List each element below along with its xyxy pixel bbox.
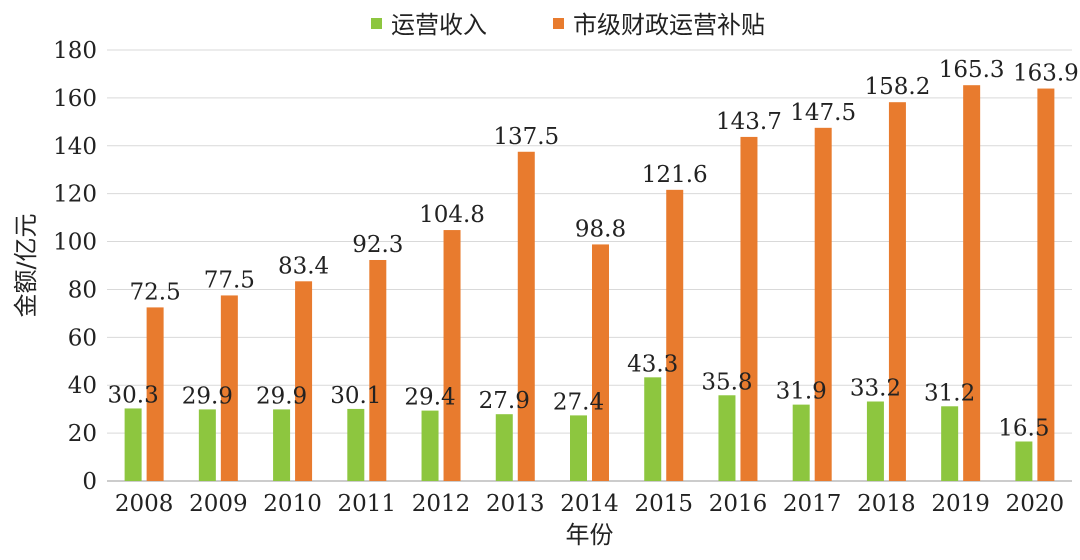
y-tick-label: 100 [53,230,97,256]
x-tick-label: 2011 [338,491,397,517]
bar-subsidy [592,244,609,481]
x-tick-label: 2008 [115,491,174,517]
data-label-revenue: 35.8 [701,369,752,395]
data-label-revenue: 27.4 [553,389,604,415]
data-label-subsidy: 143.7 [716,109,782,135]
x-tick-label: 2010 [263,491,322,517]
legend-label-subsidy: 市级财政运营补贴 [573,11,765,39]
bar-revenue [644,377,662,481]
y-tick-label: 120 [53,182,97,208]
data-label-subsidy: 165.3 [939,57,1005,83]
bar-revenue [941,406,959,481]
axes: 0 20 40 60 80 100 120 140 160 180 2008 2009 2010 2011… [53,38,1064,517]
data-label-subsidy: 158.2 [864,74,930,100]
x-tick-label: 2018 [857,491,916,517]
data-labels: 30.3 72.5 29.9 77.5 29.9 83.4 30.1 92.3 29.4 104.… [108,57,1079,441]
data-label-revenue: 31.9 [776,379,827,405]
bar-revenue [792,404,810,481]
legend-swatch-subsidy [553,18,564,29]
data-label-revenue: 33.2 [850,376,901,402]
y-tick-label: 0 [82,469,97,495]
x-tick-label: 2015 [634,491,693,517]
bar-revenue [421,410,439,481]
legend-swatch-revenue [371,18,382,29]
bar-revenue [718,395,736,481]
bar-revenue [1015,441,1033,481]
bar-revenue [273,409,291,481]
data-label-revenue: 29.9 [256,383,307,409]
bar-subsidy [443,230,461,481]
bars [124,85,1055,482]
data-label-subsidy: 104.8 [419,202,485,228]
data-label-revenue: 27.9 [479,388,530,414]
bar-revenue [347,408,365,481]
x-tick-label: 2013 [486,491,545,517]
x-tick-label: 2014 [560,491,619,517]
bar-subsidy [146,307,164,481]
data-label-subsidy: 92.3 [352,232,403,258]
x-tick-label: 2017 [783,491,842,517]
bar-subsidy [1037,88,1055,482]
data-label-revenue: 29.4 [404,385,455,411]
gridlines [107,49,1072,482]
bar-subsidy [220,295,238,481]
data-label-subsidy: 121.6 [642,162,708,188]
bar-subsidy [740,136,758,481]
bar-subsidy [517,151,535,481]
data-label-subsidy: 163.9 [1013,61,1079,87]
y-tick-label: 60 [68,325,97,351]
bar-subsidy [888,102,906,482]
bar-subsidy [666,189,684,481]
bar-revenue [124,408,142,481]
x-tick-label: 2009 [189,491,248,517]
y-tick-label: 160 [53,86,97,112]
y-tick-label: 140 [53,134,97,160]
bar-revenue [866,401,884,481]
x-tick-label: 2016 [709,491,768,517]
x-tick-label: 2020 [1006,491,1065,517]
bar-subsidy [963,85,981,481]
data-label-subsidy: 137.5 [493,124,559,150]
bar-revenue [495,414,513,481]
y-axis-title: 金额/亿元 [12,213,40,317]
data-label-revenue: 43.3 [627,351,678,377]
data-label-revenue: 16.5 [998,415,1049,441]
bar-subsidy [295,281,313,481]
data-label-revenue: 31.2 [924,380,975,406]
x-tick-label: 2019 [931,491,990,517]
bar-revenue [570,415,587,481]
data-label-revenue: 29.9 [182,383,233,409]
data-label-subsidy: 83.4 [278,253,329,279]
bar-revenue [198,409,216,481]
data-label-subsidy: 98.8 [575,216,626,242]
y-tick-label: 180 [53,38,97,64]
y-tick-label: 40 [68,373,97,399]
x-axis-title: 年份 [566,521,614,549]
data-label-subsidy: 72.5 [130,279,181,305]
y-tick-label: 20 [68,421,97,447]
legend: 运营收入 市级财政运营补贴 [371,11,765,39]
bar-subsidy [369,259,387,481]
data-label-subsidy: 147.5 [790,100,856,126]
data-label-revenue: 30.3 [108,382,159,408]
x-tick-label: 2012 [412,491,471,517]
y-tick-label: 80 [68,277,97,303]
data-label-revenue: 30.1 [330,383,381,409]
bar-subsidy [814,127,832,481]
data-label-subsidy: 77.5 [204,267,255,293]
legend-label-revenue: 运营收入 [391,11,487,39]
